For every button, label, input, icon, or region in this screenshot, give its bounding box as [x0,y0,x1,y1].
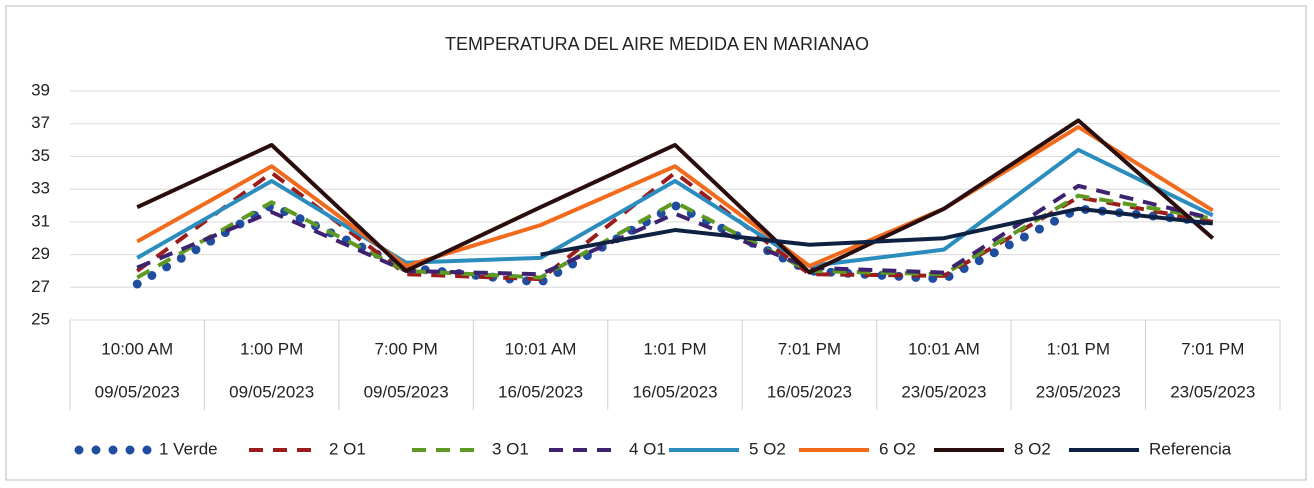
chart-frame [5,5,1307,481]
y-tick-label: 33 [31,179,50,198]
legend-label: 8 O2 [1014,439,1051,458]
x-tick-label: 23/05/2023 [1036,382,1121,401]
y-tick-label: 27 [31,277,50,296]
y-tick-label: 35 [31,146,50,165]
series-line [540,206,1213,257]
x-tick-label: 09/05/2023 [364,382,449,401]
x-tick-label: 09/05/2023 [229,382,314,401]
x-tick-label: 1:01 PM [643,339,706,358]
x-tick-label: 23/05/2023 [901,382,986,401]
x-tick-label: 1:00 PM [240,339,303,358]
y-tick-label: 39 [31,80,50,99]
x-tick-label: 7:01 PM [1181,339,1244,358]
legend-label: 2 O1 [329,439,366,458]
x-tick-label: 16/05/2023 [767,382,852,401]
series-line [136,124,1214,269]
x-tick-label: 16/05/2023 [632,382,717,401]
chart-title: TEMPERATURA DEL AIRE MEDIDA EN MARIANAO [445,34,869,54]
y-tick-label: 29 [31,244,50,263]
series-line [136,193,1214,280]
x-tick-label: 10:00 AM [101,339,173,358]
legend-label: 6 O2 [879,439,916,458]
series-line [136,147,1214,269]
y-tick-label: 31 [31,211,50,230]
x-tick-label: 7:00 PM [374,339,437,358]
x-tick-label: 16/05/2023 [498,382,583,401]
legend-label: Referencia [1149,439,1232,458]
series-line [136,118,1215,275]
legend-label: 1 Verde [159,439,218,458]
x-tick-label: 1:01 PM [1047,339,1110,358]
y-tick-label: 25 [31,309,50,328]
series-line [136,183,1214,277]
legend-label: 4 O1 [629,439,666,458]
legend-label: 5 O2 [749,439,786,458]
y-tick-label: 37 [31,113,50,132]
x-tick-label: 10:01 AM [908,339,980,358]
x-tick-label: 7:01 PM [778,339,841,358]
legend-label: 3 O1 [492,439,529,458]
x-tick-label: 09/05/2023 [95,382,180,401]
x-tick-label: 10:01 AM [505,339,577,358]
x-tick-label: 23/05/2023 [1170,382,1255,401]
